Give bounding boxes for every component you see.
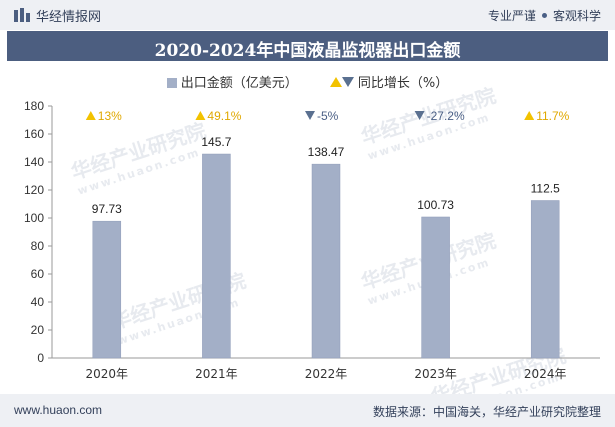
- growth-up-marker: [85, 111, 96, 120]
- bar-value-label: 112.5: [531, 182, 560, 196]
- growth-up-marker: [524, 111, 535, 120]
- growth-label: 13%: [98, 109, 122, 123]
- bar-chart: 0 20 40 60 80 100 120 140 160 180 97.73 2020年 13% 145…: [24, 99, 600, 381]
- tagline-2: 客观科学: [552, 9, 601, 23]
- x-tick-label: 2021年: [195, 367, 238, 381]
- y-tick-label: 160: [24, 127, 44, 141]
- top-bar: 华经情报网 专业严谨 客观科学: [0, 0, 615, 30]
- growth-down-marker: [414, 111, 425, 120]
- triangle-down-icon: [341, 77, 354, 87]
- chart-title: 2020-2024年中国液晶监视器出口金额: [154, 41, 461, 61]
- title-bar: 2020-2024年中国液晶监视器出口金额: [7, 31, 608, 61]
- x-tick-label: 2023年: [414, 367, 457, 381]
- bar: [530, 200, 560, 359]
- growth-label: 11.7%: [536, 109, 569, 123]
- bar-swatch-icon: [166, 78, 177, 88]
- logo-icon: [14, 8, 30, 22]
- legend-item-growth: 同比增长（%）: [329, 72, 449, 91]
- y-tick-label: 20: [31, 323, 45, 337]
- bar: [92, 220, 122, 359]
- x-tick-label: 2022年: [305, 367, 348, 381]
- x-tick-label: 2024年: [524, 367, 567, 381]
- legend-label-growth: 同比增长（%）: [357, 76, 449, 91]
- triangle-up-icon: [329, 77, 342, 87]
- growth-up-marker: [195, 111, 206, 120]
- growth-label: -5%: [317, 109, 339, 123]
- x-tick-label: 2020年: [86, 367, 129, 381]
- footer-url[interactable]: www.huaon.com: [14, 403, 103, 417]
- growth-label: -27.2%: [427, 109, 465, 123]
- tagline: 专业严谨 客观科学: [488, 7, 601, 24]
- data-source: 数据来源：中国海关，华经产业研究院整理: [372, 405, 601, 419]
- footer: www.huaon.com 数据来源：中国海关，华经产业研究院整理: [0, 394, 615, 427]
- y-tick-label: 80: [31, 239, 45, 253]
- bar-value-label: 138.47: [308, 145, 345, 159]
- bar-value-label: 145.7: [201, 135, 231, 149]
- growth-down-marker: [305, 111, 315, 120]
- y-tick-label: 140: [24, 155, 44, 169]
- legend-label-export: 出口金额（亿美元）: [180, 76, 298, 91]
- bar: [202, 153, 231, 359]
- bar-value-label: 100.73: [417, 198, 454, 212]
- y-tick-label: 180: [24, 99, 44, 113]
- chart-legend: 出口金额（亿美元） 同比增长（%）: [0, 72, 615, 91]
- site-name: 华经情报网: [36, 10, 102, 25]
- y-tick-label: 40: [31, 295, 45, 309]
- bar-value-label: 97.73: [92, 202, 122, 216]
- legend-item-export: 出口金额（亿美元）: [166, 72, 298, 91]
- growth-label: 49.1%: [207, 109, 241, 123]
- y-tick-label: 60: [31, 267, 45, 281]
- y-tick-label: 100: [24, 211, 44, 225]
- bar: [311, 163, 341, 359]
- y-tick-label: 120: [24, 183, 44, 197]
- dot-separator-icon: [541, 13, 547, 18]
- y-tick-label: 0: [37, 351, 44, 365]
- bar: [421, 216, 450, 359]
- tagline-1: 专业严谨: [487, 9, 536, 23]
